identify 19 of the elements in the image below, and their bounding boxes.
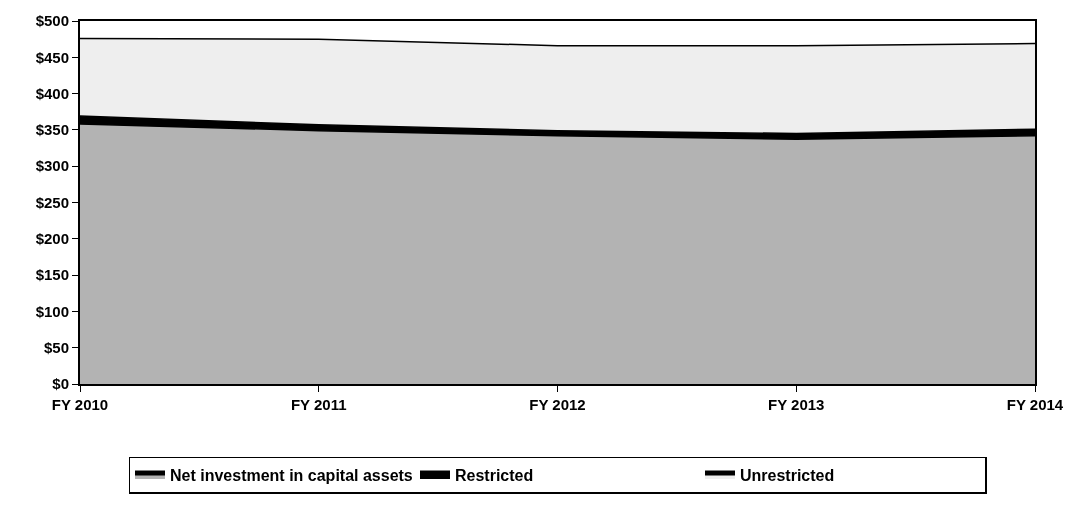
y-tick-label: $150 — [35, 266, 69, 284]
y-tick-label: $400 — [35, 84, 69, 102]
y-tick-label: $250 — [35, 193, 69, 211]
x-tick-label: FY 2013 — [768, 396, 825, 413]
x-tick-label: FY 2012 — [529, 396, 586, 413]
y-tick-label: $100 — [35, 302, 69, 320]
y-tick-label: $200 — [35, 230, 69, 248]
x-tick-label: FY 2014 — [1006, 396, 1064, 413]
legend-label: Net investment in capital assets — [170, 467, 413, 485]
legend-label: Unrestricted — [740, 467, 835, 485]
y-tick-label: $500 — [35, 12, 69, 30]
x-tick-label: FY 2010 — [51, 396, 109, 413]
y-tick-label: $300 — [35, 157, 69, 175]
y-tick-label: $450 — [35, 48, 69, 66]
y-tick-label: $350 — [35, 121, 69, 139]
x-tick-label: FY 2011 — [290, 396, 347, 413]
y-tick-label: $50 — [43, 338, 69, 356]
legend-label: Restricted — [455, 467, 534, 485]
y-tick-label: $0 — [52, 375, 69, 393]
